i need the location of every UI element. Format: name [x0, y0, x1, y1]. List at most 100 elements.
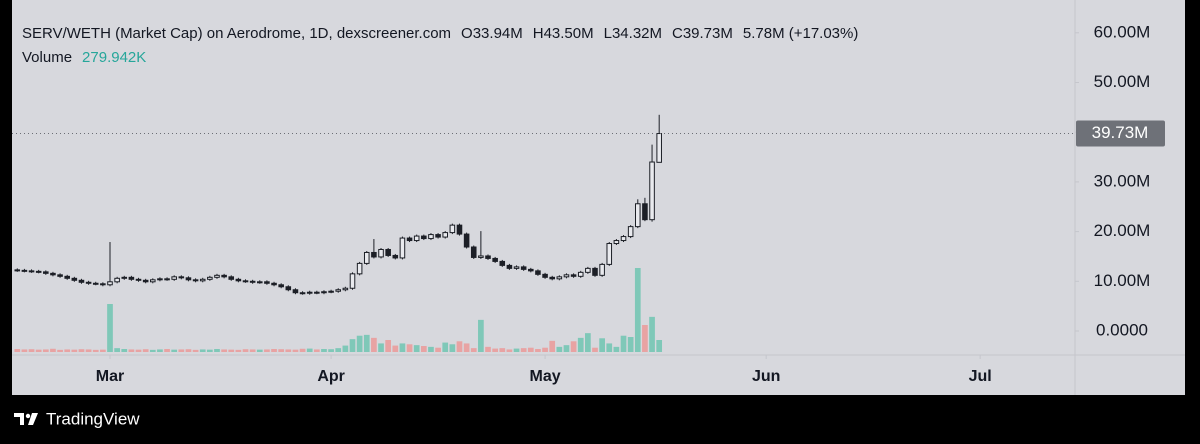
candle-body [242, 280, 249, 283]
candle-body [235, 278, 242, 282]
volume-bar [121, 349, 128, 352]
candle-body [356, 262, 363, 275]
volume-bar [577, 337, 584, 352]
volume-bar [171, 349, 178, 352]
volume-bar [85, 349, 92, 352]
last-price-label: 39.73M [1092, 123, 1149, 142]
candle-body [499, 260, 506, 266]
volume-bar [178, 349, 185, 352]
candle-body [78, 279, 85, 283]
candle-body [470, 246, 477, 258]
candle-body [249, 280, 256, 283]
candle-body [535, 270, 541, 275]
volume-bar [192, 349, 199, 352]
candle-body [278, 284, 284, 288]
candle-body [57, 274, 63, 277]
last-price-tag [1076, 120, 1165, 147]
candle-body [121, 276, 128, 279]
candle-body [542, 273, 548, 278]
volume-bar [506, 349, 513, 352]
volume-bar [428, 346, 434, 352]
candle-body [435, 234, 441, 238]
candle-body [221, 274, 227, 278]
volume-bar [92, 349, 99, 352]
candle-body [592, 267, 598, 276]
legend-open: O33.94M [461, 25, 523, 42]
candle-body [413, 235, 420, 242]
volume-bar [206, 349, 213, 352]
volume-bar [492, 348, 498, 352]
volume-bar [64, 349, 71, 352]
candle-body [92, 282, 99, 285]
candle-body [256, 281, 263, 284]
volume-bar [114, 348, 120, 352]
x-tick-label: Mar [96, 368, 124, 385]
candle-body [71, 277, 78, 281]
candle-body [442, 232, 448, 238]
candle-body [656, 133, 662, 163]
candle-body [21, 269, 28, 272]
volume-bar [78, 349, 85, 352]
x-tick-label: Jul [969, 368, 992, 385]
volume-bar [100, 349, 106, 352]
volume-bar [157, 349, 163, 352]
candle-body [314, 291, 320, 294]
candle-body [164, 278, 170, 281]
volume-bar [264, 349, 270, 352]
volume-bar [556, 346, 563, 352]
candle-body [570, 274, 577, 277]
volume-bar [271, 349, 277, 352]
candle-body [577, 271, 584, 277]
volume-bar [107, 304, 113, 352]
volume-bar [585, 333, 591, 352]
volume-bar [456, 341, 463, 352]
volume-bar [378, 343, 384, 352]
volume-bar [135, 349, 142, 352]
volume-bar [613, 346, 620, 352]
volume-bar [499, 348, 506, 352]
candle-body [328, 290, 334, 293]
legend-high: H43.50M [533, 25, 594, 42]
logo-part [28, 413, 38, 425]
volume-bar [435, 347, 441, 352]
y-tick-label: 10.00M [1094, 271, 1151, 290]
volume-bar [371, 337, 377, 352]
candle-body [285, 286, 292, 291]
candle-body [114, 277, 120, 283]
candle-body [28, 270, 35, 273]
volume-bar [420, 346, 427, 352]
volume-bar [321, 349, 327, 352]
candle-body [506, 264, 513, 269]
volume-bar [463, 343, 470, 352]
volume-bar [313, 349, 320, 352]
candle-body [100, 283, 106, 286]
candle-body [14, 269, 21, 272]
volume-bar [442, 342, 449, 352]
volume-bar [627, 337, 634, 352]
volume-bar [292, 349, 299, 352]
candle-body [306, 291, 313, 294]
volume-bar [285, 349, 292, 352]
y-tick-label: 60.00M [1094, 22, 1151, 41]
x-tick-label: May [530, 368, 561, 385]
candle-body [463, 233, 470, 248]
volume-bar [549, 340, 556, 352]
x-tick-label: Jun [752, 368, 780, 385]
volume-bar [449, 344, 456, 352]
volume-bar [71, 349, 78, 352]
candle-body [528, 268, 534, 272]
candle-body [520, 266, 527, 270]
volume-bar [221, 349, 227, 352]
candle-body [128, 276, 135, 280]
legend-change: 5.78M (+17.03%) [743, 25, 858, 42]
legend-close: C39.73M [672, 25, 733, 42]
volume-bar [649, 316, 655, 352]
volume-bar [592, 347, 598, 352]
candle-body [456, 224, 463, 235]
volume-label: Volume [22, 49, 72, 66]
volume-bar [306, 348, 313, 352]
volume-bar [563, 345, 570, 352]
candle-body [428, 234, 434, 240]
volume-bar [256, 349, 263, 352]
volume-bar [42, 349, 49, 352]
